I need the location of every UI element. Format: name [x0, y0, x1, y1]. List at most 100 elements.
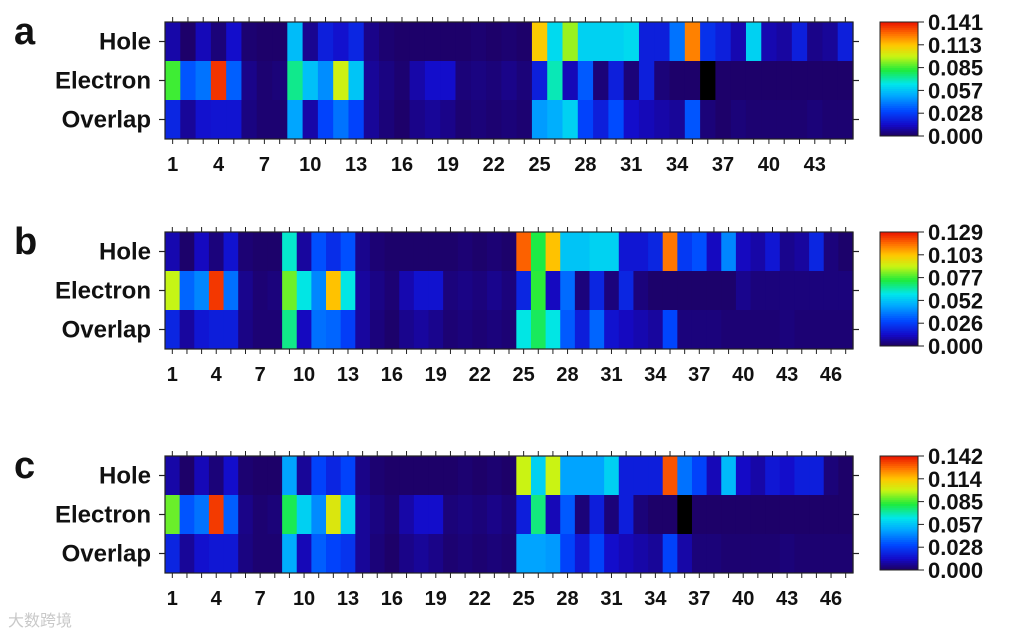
- x-tick-label: 37: [712, 154, 734, 176]
- heatmap-cell: [179, 534, 195, 573]
- colorbar-segment: [880, 309, 918, 313]
- heatmap-cell: [256, 22, 273, 61]
- colorbar-segment: [880, 69, 918, 72]
- heatmap-cell: [267, 534, 283, 573]
- colorbar-segment: [880, 482, 918, 485]
- heatmap-cell: [809, 495, 825, 534]
- x-tick-label: 7: [255, 588, 266, 610]
- x-tick-label: 40: [758, 154, 780, 176]
- heatmap-cell: [179, 232, 195, 271]
- colorbar-segment: [880, 120, 918, 124]
- colorbar-segment: [880, 268, 918, 271]
- heatmap-cell: [311, 456, 327, 495]
- colorbar-tick-label: 0.028: [928, 101, 983, 126]
- colorbar-segment: [880, 130, 918, 133]
- heatmap-cell: [252, 495, 269, 534]
- heatmap-cell: [413, 495, 430, 534]
- colorbar-tick-label: 0.103: [928, 243, 983, 268]
- heatmap-cell: [838, 232, 854, 271]
- heatmap-cell: [179, 310, 195, 349]
- row-label: Hole: [99, 463, 151, 490]
- heatmap-cell: [589, 534, 605, 573]
- heatmap-cell: [691, 534, 708, 573]
- heatmap-cell: [195, 100, 212, 139]
- colorbar-segment: [880, 77, 918, 80]
- heatmap-cell: [547, 22, 564, 61]
- x-tick-label: 16: [391, 154, 413, 176]
- x-tick-label: 34: [644, 588, 667, 610]
- heatmap-cell: [333, 100, 350, 139]
- heatmap-cell: [562, 22, 579, 61]
- heatmap-cell: [809, 534, 825, 573]
- colorbar-segment: [880, 103, 918, 107]
- heatmap-cell: [577, 61, 594, 100]
- heatmap-cell: [379, 61, 395, 100]
- heatmap-cell: [282, 534, 298, 573]
- heatmap-cell: [684, 100, 701, 139]
- colorbar-segment: [880, 321, 918, 324]
- x-tick-label: 13: [345, 154, 367, 176]
- heatmap-cell: [633, 456, 649, 495]
- heatmap-cell: [648, 271, 664, 310]
- heatmap-cell: [648, 310, 664, 349]
- colorbar-segment: [880, 564, 918, 567]
- panel-c: c Hole Electron Overlap 1 4 7 10 13 16 19 22 25 28 31 3…: [14, 444, 983, 610]
- heatmap-cell: [501, 22, 518, 61]
- heatmap-cell: [761, 100, 778, 139]
- heatmap-cell: [317, 61, 334, 100]
- x-tick-label: 1: [167, 588, 178, 610]
- colorbar-segment: [880, 252, 918, 256]
- heatmap-cell: [282, 456, 298, 495]
- colorbar-segment: [880, 499, 918, 503]
- heatmap-cell: [252, 271, 269, 310]
- heatmap-cell: [363, 22, 380, 61]
- colorbar-segment: [880, 271, 918, 275]
- colorbar-tick-label: 0.057: [928, 512, 983, 537]
- heatmap-cell: [194, 495, 210, 534]
- heatmap-cell: [179, 271, 195, 310]
- colorbar-segment: [880, 300, 918, 303]
- heatmap-cell: [311, 232, 327, 271]
- heatmap-cell: [677, 271, 693, 310]
- heatmap-cell: [472, 456, 488, 495]
- heatmap-cell: [791, 22, 808, 61]
- heatmap-cell: [750, 271, 766, 310]
- row-label: Hole: [99, 239, 151, 266]
- heatmap-cell: [589, 456, 605, 495]
- colorbar-tick-label: 0.057: [928, 78, 983, 103]
- colorbar-tick-label: 0.142: [928, 444, 983, 469]
- heatmap-cell: [326, 310, 342, 349]
- heatmap-cell: [394, 100, 411, 139]
- heatmap-cell: [165, 310, 181, 349]
- x-tick-label: 10: [293, 364, 315, 386]
- heatmap-cell: [837, 100, 854, 139]
- heatmap-cell: [501, 534, 517, 573]
- x-tick-label: 37: [688, 588, 710, 610]
- heatmap-cell: [633, 232, 649, 271]
- colorbar-segment: [880, 79, 918, 82]
- heatmap-cell: [311, 534, 327, 573]
- heatmap-cell: [574, 271, 591, 310]
- colorbar-segment: [880, 247, 918, 250]
- heatmap-cell: [457, 495, 474, 534]
- colorbar-segment: [880, 342, 918, 345]
- heatmap-cell: [399, 456, 415, 495]
- heatmap-cell: [823, 310, 839, 349]
- heatmap-cell: [165, 271, 181, 310]
- colorbar-segment: [880, 63, 918, 67]
- colorbar-segment: [880, 101, 918, 105]
- heatmap-cell: [604, 271, 620, 310]
- heatmap-cell: [516, 232, 532, 271]
- colorbar-segment: [880, 327, 918, 330]
- heatmap-cell: [648, 232, 664, 271]
- heatmap-cell: [355, 271, 371, 310]
- heatmap-cell: [838, 534, 854, 573]
- heatmap-cell: [208, 310, 225, 349]
- heatmap-cell: [530, 534, 547, 573]
- colorbar-segment: [880, 109, 918, 112]
- x-tick-label: 40: [732, 588, 754, 610]
- colorbar-segment: [880, 117, 918, 120]
- heatmap-cell: [413, 232, 430, 271]
- x-tick-label: 10: [293, 588, 315, 610]
